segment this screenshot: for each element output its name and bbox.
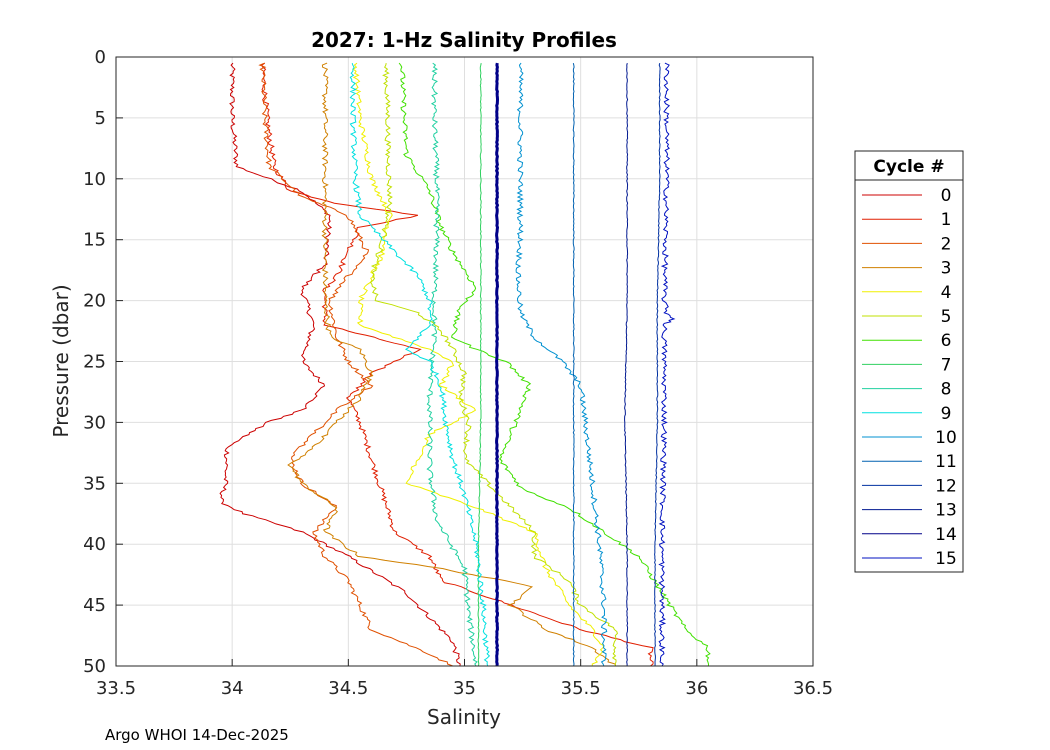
y-tick-label: 40 — [83, 534, 106, 555]
series-line-cycle-12 — [654, 62, 661, 667]
chart-title: 2027: 1-Hz Salinity Profiles — [311, 28, 617, 52]
y-tick-label: 0 — [95, 47, 106, 68]
series-line-cycle-2 — [258, 62, 454, 667]
series-line-cycle-9 — [349, 62, 491, 667]
series-line-cycle-4 — [352, 62, 605, 666]
series-line-cycle-15 — [658, 62, 676, 667]
legend-label-cycle-2: 2 — [941, 234, 952, 254]
series-line-cycle-1 — [261, 62, 654, 667]
series-line-cycle-3 — [287, 62, 616, 667]
series-line-cycle-11 — [572, 62, 575, 667]
x-tick-label: 36 — [685, 678, 708, 699]
x-tick-label: 33.5 — [96, 678, 136, 699]
legend-label-cycle-14: 14 — [935, 525, 957, 545]
legend-label-cycle-7: 7 — [941, 355, 952, 375]
legend-label-cycle-8: 8 — [941, 380, 952, 400]
series-line-cycle-7 — [477, 63, 482, 667]
x-tick-label: 35 — [453, 678, 476, 699]
x-tick-label: 34 — [221, 678, 244, 699]
legend-label-cycle-6: 6 — [941, 331, 952, 351]
y-tick-label: 25 — [83, 352, 106, 373]
legend-label-cycle-10: 10 — [935, 428, 957, 448]
series-line-cycle-10 — [515, 62, 608, 667]
legend-label-cycle-11: 11 — [935, 452, 957, 472]
legend-label-cycle-0: 0 — [941, 186, 952, 206]
legend-label-cycle-5: 5 — [941, 307, 952, 327]
y-tick-label: 45 — [83, 595, 106, 616]
series-line-cycle-5 — [369, 63, 618, 667]
legend-label-cycle-1: 1 — [941, 210, 952, 230]
y-axis: 0 5 10 15 20 25 30 35 40 45 50 — [83, 47, 123, 677]
series-line-cycle-13 — [624, 62, 629, 666]
x-axis-label: Salinity — [427, 705, 501, 729]
x-tick-label: 35.5 — [561, 678, 601, 699]
y-tick-label: 35 — [83, 473, 106, 494]
y-tick-label: 30 — [83, 412, 106, 433]
y-tick-label: 15 — [83, 230, 106, 251]
legend-label-cycle-9: 9 — [941, 404, 952, 424]
y-axis-label: Pressure (dbar) — [49, 284, 73, 437]
series-layer — [219, 62, 711, 667]
legend-label-cycle-12: 12 — [935, 476, 957, 496]
legend-title: Cycle # — [873, 157, 944, 177]
legend-label-cycle-15: 15 — [935, 549, 957, 569]
x-tick-label: 34.5 — [328, 678, 368, 699]
y-tick-label: 50 — [83, 656, 106, 677]
series-line-cycle-14 — [494, 62, 500, 667]
legend-box — [854, 150, 964, 573]
series-line-cycle-8 — [425, 62, 478, 667]
legend-label-cycle-3: 3 — [941, 259, 952, 279]
y-tick-label: 10 — [83, 169, 106, 190]
legend-label-cycle-13: 13 — [935, 501, 957, 521]
series-line-cycle-6 — [398, 62, 711, 667]
series-line-cycle-0 — [219, 62, 461, 667]
footer-credit: Argo WHOI 14-Dec-2025 — [105, 726, 289, 744]
y-tick-label: 20 — [83, 291, 106, 312]
y-tick-label: 5 — [95, 108, 106, 129]
legend-label-cycle-4: 4 — [941, 283, 952, 303]
x-axis: 33.5 34 34.5 35 35.5 36 36.5 — [96, 659, 833, 699]
x-tick-label: 36.5 — [793, 678, 833, 699]
